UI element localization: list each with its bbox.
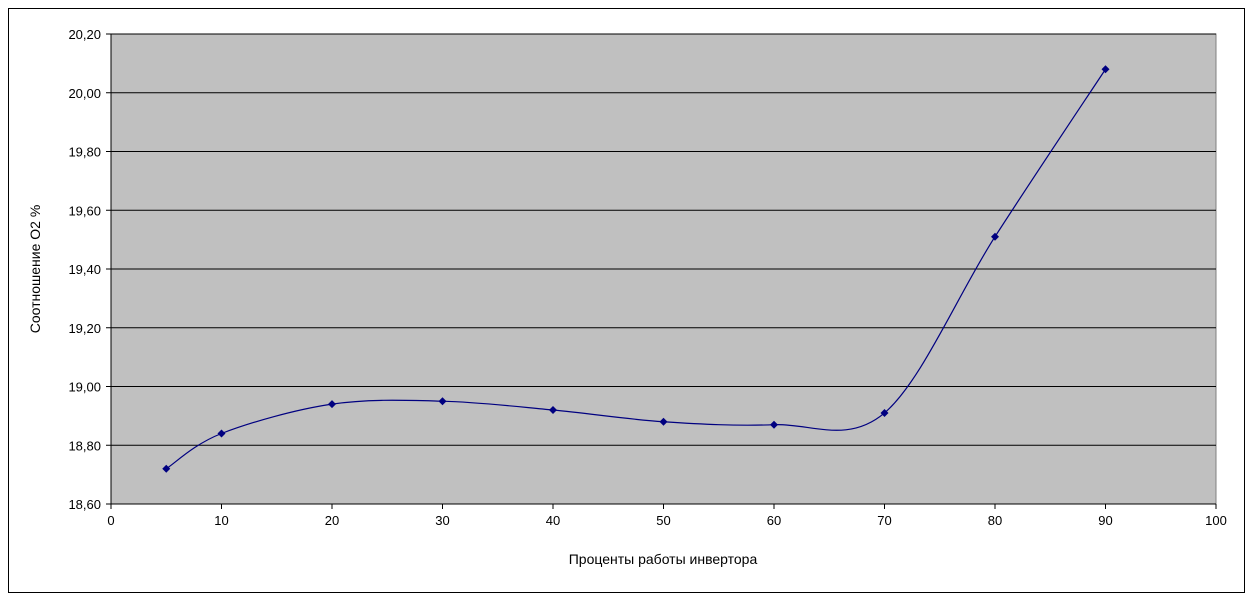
y-tick-label: 20,20 [68, 27, 101, 42]
x-axis-label: Проценты работы инвертора [569, 551, 758, 567]
data-point [659, 417, 668, 426]
x-tick-label: 30 [435, 513, 449, 528]
y-tick-label: 19,60 [68, 203, 101, 218]
y-tick-label: 19,20 [68, 321, 101, 336]
x-tick-label: 90 [1098, 513, 1112, 528]
data-point [880, 408, 889, 417]
x-tick-label: 80 [988, 513, 1002, 528]
y-tick-label: 19,80 [68, 145, 101, 160]
y-tick-label: 19,00 [68, 380, 101, 395]
data-point [991, 232, 999, 241]
x-tick-label: 60 [767, 513, 781, 528]
data-point [438, 397, 447, 406]
x-tick-label: 50 [656, 513, 670, 528]
y-tick-label: 19,40 [68, 262, 101, 277]
x-tick-label: 40 [546, 513, 560, 528]
y-axis-label: Соотношение О2 % [27, 205, 43, 334]
x-tick-label: 20 [325, 513, 339, 528]
y-tick-label: 18,60 [68, 497, 101, 512]
data-point [1101, 65, 1110, 74]
data-point [770, 420, 778, 429]
x-tick-label: 0 [107, 513, 114, 528]
data-point [217, 429, 226, 438]
data-point [328, 400, 336, 409]
y-tick-label: 18,80 [68, 438, 101, 453]
x-tick-label: 70 [877, 513, 891, 528]
data-point [549, 406, 557, 414]
y-tick-label: 20,00 [68, 86, 101, 101]
x-tick-label: 100 [1205, 513, 1227, 528]
data-point [162, 464, 171, 473]
x-tick-label: 10 [214, 513, 228, 528]
